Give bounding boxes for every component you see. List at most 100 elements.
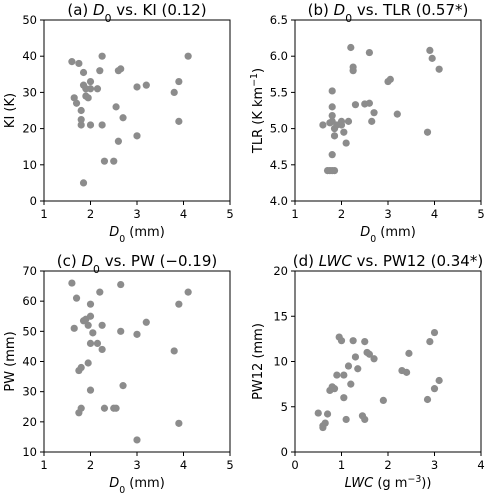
panel-c-point-11 bbox=[86, 339, 95, 347]
panel-c-point-15 bbox=[89, 329, 97, 337]
panel-a-point-31 bbox=[175, 77, 183, 86]
panel-d-point-11 bbox=[340, 371, 348, 379]
panel-a-point-4 bbox=[77, 106, 85, 115]
panel-c-xtick-label-0: 1 bbox=[40, 458, 47, 472]
panel-c-xtick-label-1: 2 bbox=[87, 458, 94, 472]
panel-d-xtick-label-3: 3 bbox=[431, 458, 438, 472]
panel-a-point-29 bbox=[142, 81, 150, 89]
panel-d-point-25 bbox=[379, 396, 387, 405]
panel-a-point-33 bbox=[184, 52, 192, 60]
panel-c-plot-frame bbox=[43, 270, 231, 453]
panel-b-point-25 bbox=[365, 48, 373, 57]
panel-c-point-13 bbox=[86, 300, 95, 308]
panel-b-ytick-label-5: 6.5 bbox=[270, 13, 288, 27]
panel-d-x-axis-label: LWC (g m−3)) bbox=[345, 474, 432, 492]
panel-c-point-12 bbox=[86, 386, 95, 394]
panel-c-point-14 bbox=[86, 312, 95, 320]
panel-a-point-0 bbox=[68, 58, 76, 66]
panel-b-point-12 bbox=[328, 87, 336, 95]
panel-b: 1 2 3 4 5 4.0 4.5 5.0 5.5 6.0 6.5 (b) D0 vs. TLR (0… bbox=[249, 1, 485, 245]
panel-c-ytick-label-0: 10 bbox=[22, 445, 37, 459]
panel-b-point-26 bbox=[368, 117, 376, 125]
panel-c-xtick-label-4: 5 bbox=[226, 458, 233, 472]
panel-d-point-13 bbox=[342, 415, 350, 424]
panel-c-ytick-label-1: 20 bbox=[22, 415, 37, 429]
panel-a-xtick-label-1: 2 bbox=[87, 207, 94, 221]
panel-a-point-1 bbox=[75, 59, 83, 68]
panel-d-point-28 bbox=[403, 368, 411, 376]
panel-d: 0 1 2 3 4 0 5 10 15 20 (d) LWC vs. PW12 (0.34*) LWC… bbox=[251, 252, 485, 491]
panel-a-point-19 bbox=[98, 121, 106, 129]
panel-b-point-17 bbox=[340, 128, 348, 136]
panel-d-point-23 bbox=[365, 350, 373, 358]
panel-b-point-29 bbox=[386, 75, 394, 83]
panel-a-point-5 bbox=[77, 115, 85, 124]
panel-b-title: (b) D0 vs. TLR (0.57*) bbox=[308, 1, 469, 25]
panel-b-point-27 bbox=[370, 109, 378, 117]
panel-a-ytick-label-0: 0 bbox=[30, 194, 37, 208]
panel-a-x-axis-label: D0 (mm) bbox=[109, 225, 165, 245]
panel-d-point-10 bbox=[337, 337, 346, 345]
panel-b-x-axis-label: D0 (mm) bbox=[360, 225, 416, 245]
panel-b-point-8 bbox=[328, 111, 336, 120]
panel-a-ytick-label-2: 20 bbox=[22, 122, 37, 136]
panel-c-point-24 bbox=[117, 327, 125, 335]
panel-d-ytick-label-2: 10 bbox=[273, 355, 288, 369]
panel-a-xtick-label-3: 4 bbox=[180, 207, 187, 221]
panel-d-point-32 bbox=[430, 385, 439, 393]
panel-b-xtick-label-2: 3 bbox=[384, 207, 391, 221]
panel-a-point-30 bbox=[170, 88, 178, 96]
panel-d-point-3 bbox=[321, 419, 329, 427]
panel-c-y-axis-label: PW (mm) bbox=[3, 331, 18, 391]
panel-a-point-20 bbox=[100, 157, 109, 165]
panel-a-point-21 bbox=[110, 157, 118, 165]
panel-b-point-31 bbox=[423, 128, 432, 136]
panel-c-point-23 bbox=[117, 280, 125, 289]
panel-b-point-24 bbox=[365, 99, 373, 107]
panel-c-point-2 bbox=[70, 324, 78, 332]
panel-c-point-9 bbox=[84, 321, 92, 329]
panel-a-xtick-label-4: 5 bbox=[226, 207, 233, 221]
panel-d-point-18 bbox=[354, 365, 362, 373]
panel-b-point-21 bbox=[349, 67, 357, 75]
panel-a-point-28 bbox=[133, 132, 141, 140]
panel-a-point-17 bbox=[96, 67, 104, 75]
panel-b-point-15 bbox=[337, 117, 346, 125]
panel-b-point-30 bbox=[393, 110, 401, 118]
panel-a-point-22 bbox=[112, 103, 120, 111]
panel-c-ytick-label-5: 60 bbox=[22, 294, 37, 308]
panel-d-point-15 bbox=[347, 380, 355, 388]
panel-b-point-19 bbox=[347, 43, 355, 52]
panel-d-point-29 bbox=[423, 395, 432, 404]
panel-c-point-32 bbox=[184, 288, 192, 296]
panel-d-ytick-label-3: 15 bbox=[273, 309, 288, 323]
panel-b-ytick-label-1: 4.5 bbox=[270, 158, 288, 172]
panel-a-ytick-label-3: 30 bbox=[22, 85, 37, 99]
panel-c-point-0 bbox=[68, 279, 76, 287]
panel-b-point-11 bbox=[330, 132, 339, 140]
panel-d-xtick-label-0: 0 bbox=[291, 458, 298, 472]
panel-b-points bbox=[319, 43, 443, 175]
panel-d-point-24 bbox=[370, 355, 378, 363]
panel-a-points bbox=[68, 52, 192, 187]
panel-d-title: (d) LWC vs. PW12 (0.34*) bbox=[293, 252, 483, 270]
panel-c-point-28 bbox=[142, 318, 150, 326]
panel-b-point-5 bbox=[328, 151, 336, 159]
panel-b-xtick-label-4: 5 bbox=[477, 207, 484, 221]
panel-b-xtick-label-1: 2 bbox=[338, 207, 345, 221]
panel-c-points bbox=[68, 279, 192, 444]
panel-a-ytick-label-1: 10 bbox=[22, 158, 37, 172]
panel-a-point-12 bbox=[79, 179, 88, 187]
panel-a-point-11 bbox=[84, 94, 92, 102]
panel-a-xtick-label-2: 3 bbox=[133, 207, 140, 221]
panel-b-point-33 bbox=[428, 54, 436, 62]
panel-a-ytick-label-4: 40 bbox=[22, 49, 37, 63]
panel-c-ytick-label-2: 30 bbox=[22, 385, 37, 399]
panel-a-point-3 bbox=[72, 99, 81, 107]
panel-a-point-7 bbox=[79, 68, 88, 77]
panel-a-point-26 bbox=[114, 137, 122, 145]
panel-b-xtick-label-0: 1 bbox=[291, 207, 298, 221]
panel-b-ytick-label-0: 4.0 bbox=[270, 194, 288, 208]
